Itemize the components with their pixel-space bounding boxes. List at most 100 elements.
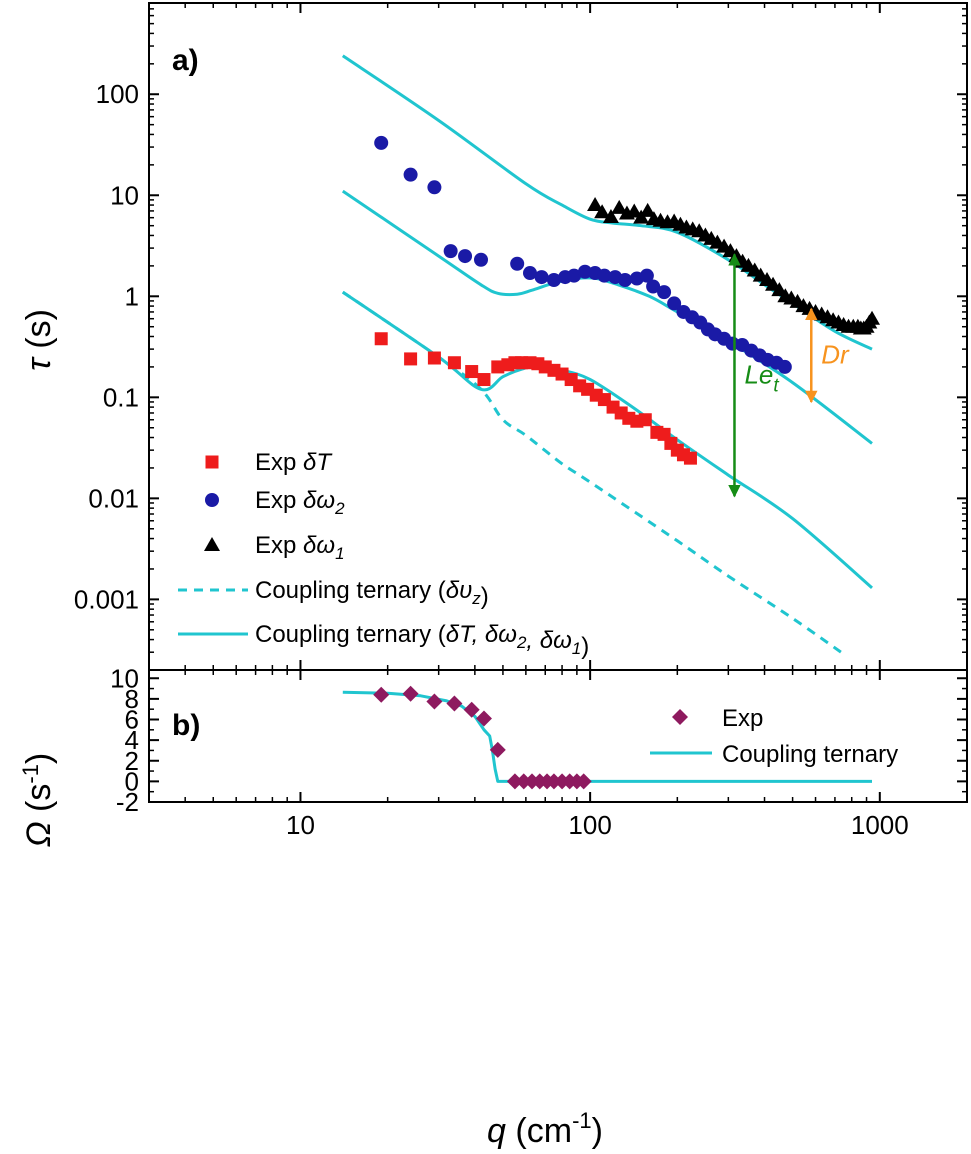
a-point-circle-4 — [458, 249, 473, 264]
b-ytick-label-0: 10 — [110, 663, 139, 693]
a-point-circle-2 — [427, 180, 442, 195]
panel-b-frame — [148, 669, 968, 803]
annotation-text: Dr — [821, 339, 850, 369]
legend-a-label-0: Exp δT — [255, 449, 333, 476]
panel-a-ticks: 100 10 1 0.1 0.01 0.001 — [74, 2, 968, 671]
b-ytick-label-5: 0 — [125, 766, 139, 796]
b-point-diamond-16 — [575, 773, 592, 790]
a-point-circle-5 — [473, 252, 488, 267]
panel-a-label: a) — [172, 44, 199, 77]
legend-main: Exp — [255, 487, 303, 514]
a-point-circle-7 — [522, 266, 537, 281]
legend-sym: δω — [303, 532, 335, 559]
legend-a-label-2: Exp δω1 — [255, 532, 345, 563]
legend-b-marker — [672, 709, 688, 725]
a-point-square-30 — [683, 451, 697, 465]
b-point-diamond-0 — [373, 686, 390, 703]
b-point-diamond-8 — [515, 773, 532, 790]
b-ytick-label-4: 2 — [125, 746, 139, 776]
legend-b-label-line: Coupling ternary — [722, 741, 898, 768]
annotation-label-0: Let — [744, 359, 779, 396]
a-point-triangle-0 — [587, 197, 604, 212]
a-point-circle-20 — [657, 285, 672, 300]
legend-sym: δυ — [446, 577, 473, 604]
a-point-circle-1 — [403, 167, 418, 182]
legend-main: Coupling ternary ( — [255, 577, 446, 604]
legend-sym: δT — [446, 621, 476, 648]
a-point-triangle-47 — [864, 310, 881, 325]
annotation-text: Le — [744, 359, 773, 389]
legend-tail: ) — [581, 633, 589, 660]
b-ytick-label-6: -2 — [116, 787, 139, 817]
b-model-curve — [342, 690, 872, 783]
panel-a-ylabel: τ (s) — [20, 309, 58, 371]
a-point-square-6 — [491, 360, 505, 374]
legend-a-label-1: Exp δω2 — [255, 487, 345, 518]
legend-sym: δT — [303, 449, 333, 476]
legend-b-label-exp: Exp — [722, 705, 763, 732]
panel-a-series — [341, 54, 881, 657]
x-tick-label-0: 10 — [286, 810, 315, 840]
b-ytick-label-1: 8 — [125, 684, 139, 714]
legend-main: Exp — [255, 449, 303, 476]
a-dashed-line-delta-vz — [341, 290, 847, 657]
a-point-circle-34 — [777, 359, 792, 374]
a-point-circle-0 — [374, 135, 389, 150]
legend-sub: z — [471, 589, 481, 608]
panel-b-label: b) — [172, 709, 200, 742]
a-point-square-4 — [465, 365, 479, 379]
a-point-triangle-2 — [602, 208, 619, 223]
a-point-square-3 — [447, 356, 461, 370]
panel-b-series — [342, 685, 872, 790]
a-point-circle-14 — [597, 268, 612, 283]
x-axis-title: q (cm-1) — [487, 1108, 603, 1150]
legend-main: Exp — [255, 532, 303, 559]
x-tick-label-1: 100 — [568, 810, 611, 840]
b-ytick-label-3: 4 — [125, 725, 139, 755]
a-point-circle-21 — [667, 296, 682, 311]
a-point-triangle-1 — [594, 204, 611, 219]
a-point-square-0 — [374, 332, 388, 346]
b-point-diamond-4 — [463, 701, 480, 718]
legend-sub: 1 — [335, 544, 344, 563]
a-point-square-2 — [427, 351, 441, 365]
legend-sub2: 2 — [516, 633, 527, 652]
legend-sym2: , δω — [472, 621, 517, 648]
panel-a-annotations: Let Dr — [728, 253, 850, 498]
a-ytick-label-1: 10 — [110, 180, 139, 210]
a-point-square-24 — [638, 413, 652, 427]
a-point-circle-19 — [646, 279, 661, 294]
legend-a-label-3: Coupling ternary (δυz) — [255, 577, 489, 610]
x-tick-label-2: 1000 — [851, 810, 909, 840]
legend-sym: δω — [303, 487, 335, 514]
annotation-sub: t — [773, 375, 779, 396]
legend-a-marker-1 — [205, 493, 219, 507]
b-point-diamond-5 — [475, 710, 492, 727]
b-point-diamond-6 — [489, 741, 506, 758]
a-ytick-label-3: 0.1 — [103, 382, 139, 412]
a-point-triangle-3 — [611, 199, 628, 214]
legend-a-label-4: Coupling ternary (δT, δω2, δω1) — [255, 621, 589, 660]
b-point-diamond-1 — [402, 685, 419, 702]
b-point-diamond-12 — [545, 773, 562, 790]
a-point-circle-8 — [534, 270, 549, 285]
a-point-circle-9 — [546, 272, 561, 287]
a-ytick-label-2: 1 — [125, 281, 139, 311]
panel-b-legend: Exp Coupling ternary — [650, 705, 898, 768]
a-point-circle-16 — [618, 272, 633, 287]
legend-main: Coupling ternary ( — [255, 621, 446, 648]
a-point-square-5 — [477, 373, 491, 387]
b-point-diamond-2 — [426, 693, 443, 710]
legend-a-marker-2 — [204, 537, 220, 551]
b-ytick-label-2: 6 — [125, 705, 139, 735]
b-point-diamond-3 — [446, 695, 463, 712]
a-point-square-1 — [404, 352, 418, 366]
legend-sub: 2 — [334, 499, 345, 518]
panel-b-ylabel: Ω (s-1) — [18, 753, 58, 848]
a-ytick-label-5: 0.001 — [74, 584, 139, 614]
a-ytick-label-4: 0.01 — [88, 483, 139, 513]
a-point-circle-18 — [639, 268, 654, 283]
